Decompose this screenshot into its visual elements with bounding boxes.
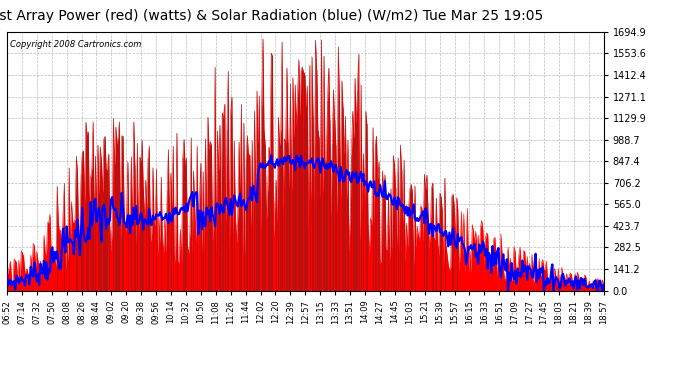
Text: East Array Power (red) (watts) & Solar Radiation (blue) (W/m2) Tue Mar 25 19:05: East Array Power (red) (watts) & Solar R…: [0, 9, 543, 23]
Text: Copyright 2008 Cartronics.com: Copyright 2008 Cartronics.com: [10, 40, 141, 49]
